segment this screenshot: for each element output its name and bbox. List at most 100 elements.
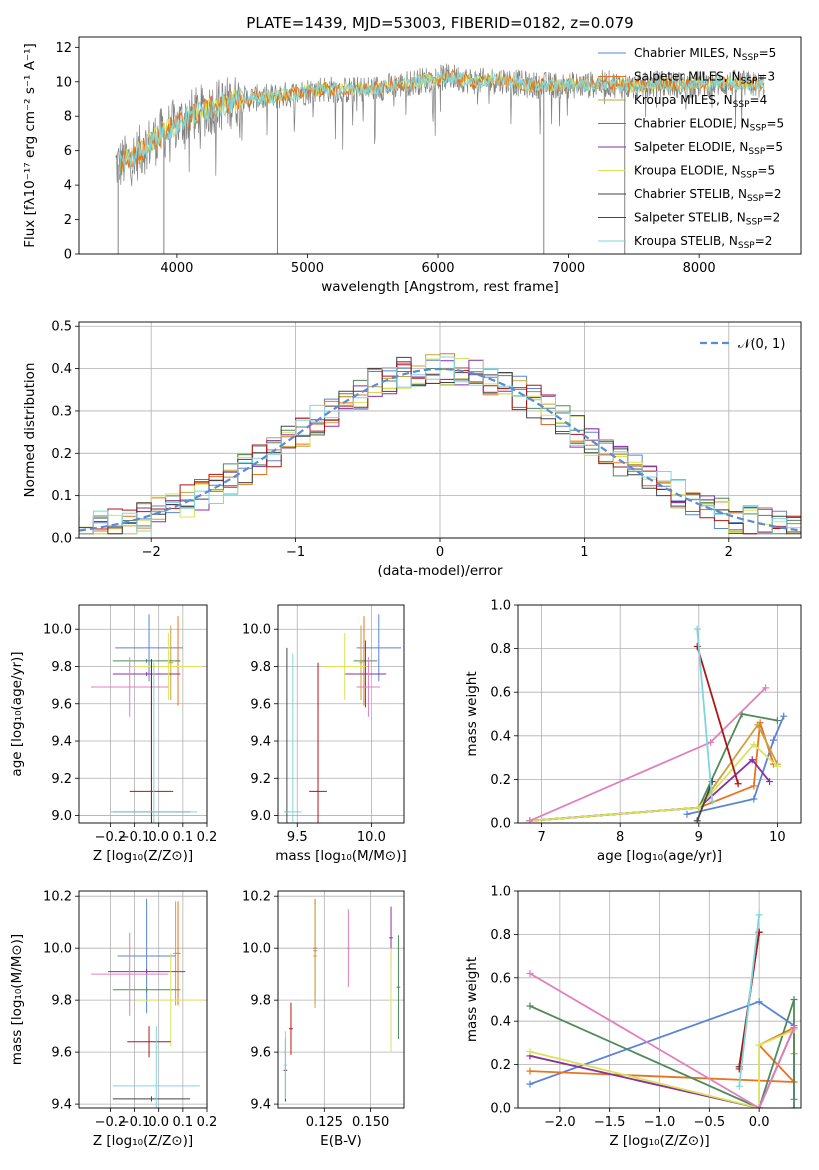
figure-canvas: 4000 5000 6000 7000 8000024681012PLATE=1439,… bbox=[0, 0, 819, 1170]
weight-line bbox=[530, 745, 778, 821]
weight-point bbox=[756, 911, 763, 918]
weight-point bbox=[736, 1083, 743, 1090]
plot-area bbox=[284, 614, 401, 975]
y-tick-label: 9.0 bbox=[51, 809, 72, 824]
axes-frame bbox=[79, 891, 207, 1108]
legend-label: Kroupa STELIB, NSSP=2 bbox=[634, 234, 772, 251]
y-tick-label: 0.8 bbox=[490, 928, 511, 943]
y-tick-label: 0.5 bbox=[51, 320, 72, 335]
weight-line bbox=[530, 1028, 794, 1108]
y-tick-label: 2 bbox=[64, 213, 72, 228]
x-tick-label: 9 bbox=[695, 830, 703, 845]
panel-mass_vs_EBV: 0.125 0.1509.49.69.810.010.2E(B-V) bbox=[242, 890, 404, 1149]
y-tick-label: 0.3 bbox=[51, 404, 72, 419]
figure: 4000 5000 6000 7000 8000 0 2 4 6 8 10 12 PLATE=1439,… bbox=[0, 0, 819, 1170]
y-tick-label: 9.4 bbox=[250, 735, 271, 750]
weight-point bbox=[694, 625, 701, 632]
y-tick-label: 10.0 bbox=[242, 623, 271, 638]
x-tick-label: 10 bbox=[769, 830, 786, 845]
weight-line bbox=[739, 915, 759, 1086]
weight-point bbox=[526, 1068, 533, 1075]
y-tick-label: 0.4 bbox=[490, 729, 511, 744]
y-tick-label: 1.0 bbox=[490, 885, 511, 900]
weight-point bbox=[526, 1081, 533, 1088]
x-axis-label: Z [log₁₀(Z/Z⊙)] bbox=[93, 848, 193, 864]
chart-title: PLATE=1439, MJD=53003, FIBERID=0182, z=0… bbox=[246, 14, 633, 32]
axes-frame bbox=[278, 891, 404, 1108]
legend-label: Chabrier STELIB, NSSP=2 bbox=[634, 187, 782, 204]
panel-residuals: −2 −1 0 1 2 0.0 0.1 0.2 0.3 0.4 0.5 (data-model)/er… bbox=[22, 320, 815, 579]
x-tick-label: 0.0 bbox=[749, 1115, 770, 1130]
plot-area bbox=[91, 899, 205, 1146]
y-tick-label: 9.0 bbox=[250, 809, 271, 824]
x-tick-label: −0.5 bbox=[694, 1115, 726, 1130]
weight-line bbox=[530, 1028, 794, 1108]
x-tick-label: 7000 bbox=[552, 261, 585, 276]
weight-line bbox=[530, 723, 774, 821]
weight-line bbox=[697, 629, 712, 801]
y-axis-label: age [log₁₀(age/yr)] bbox=[9, 651, 25, 776]
y-tick-label: 0 bbox=[64, 248, 72, 263]
y-tick-label: 0.0 bbox=[51, 532, 72, 547]
weight-point bbox=[791, 996, 798, 1003]
x-tick-label: 0.150 bbox=[352, 1115, 389, 1130]
y-tick-label: 12 bbox=[55, 41, 72, 56]
x-axis-label: age [log₁₀(age/yr)] bbox=[597, 848, 722, 864]
x-tick-label: 8 bbox=[616, 830, 624, 845]
y-tick-label: 0.2 bbox=[51, 447, 72, 462]
x-tick-label: −1 bbox=[286, 545, 305, 560]
y-tick-label: 9.4 bbox=[51, 735, 72, 750]
panel-age_vs_Z: −0.2−0.10.0 0.1 0.2 9.0 9.2 9.4 9.6 9.8 10.0 Z [l… bbox=[9, 605, 217, 965]
x-tick-label: 8000 bbox=[683, 261, 716, 276]
y-tick-label: 10.0 bbox=[43, 623, 72, 638]
y-tick-label: 10.2 bbox=[242, 890, 271, 905]
x-tick-label: 2 bbox=[725, 545, 733, 560]
panel-mass_vs_Z: −0.2−0.10.0 0.1 0.29.49.69.810.010.2Z [log… bbox=[9, 890, 217, 1149]
axes-frame bbox=[79, 605, 207, 823]
y-axis-label: mass weight bbox=[464, 957, 480, 1042]
x-tick-label: 5000 bbox=[291, 261, 324, 276]
y-axis-label: mass weight bbox=[464, 671, 480, 756]
y-tick-label: 9.6 bbox=[250, 697, 271, 712]
x-tick-label: 4000 bbox=[160, 261, 193, 276]
plot-area bbox=[526, 625, 787, 824]
y-tick-label: 9.2 bbox=[51, 772, 72, 787]
legend-label: Salpeter STELIB, NSSP=2 bbox=[634, 211, 780, 228]
y-tick-label: 0.8 bbox=[490, 642, 511, 657]
weight-point bbox=[780, 713, 787, 720]
weight-point bbox=[770, 737, 777, 744]
x-tick-label: 6000 bbox=[421, 261, 454, 276]
y-tick-label: 0.2 bbox=[490, 773, 511, 788]
axes-frame bbox=[518, 605, 801, 823]
legend-label: Kroupa ELODIE, NSSP=5 bbox=[634, 164, 775, 181]
weight-line bbox=[530, 725, 778, 821]
x-tick-label: −1.0 bbox=[644, 1115, 676, 1130]
x-axis-label: (data-model)/error bbox=[377, 563, 503, 579]
x-axis-label: mass [log₁₀(M/M⊙)] bbox=[275, 848, 406, 864]
x-tick-label: 0.1 bbox=[173, 1115, 194, 1130]
y-tick-label: 0.2 bbox=[490, 1058, 511, 1073]
x-axis-label: wavelength [Angstrom, rest frame] bbox=[321, 279, 559, 295]
y-tick-label: 10.0 bbox=[242, 942, 271, 957]
x-tick-label: 1 bbox=[580, 545, 588, 560]
x-tick-label: 0 bbox=[436, 545, 444, 560]
weight-point bbox=[750, 782, 757, 789]
x-tick-label: 9.5 bbox=[287, 830, 308, 845]
y-tick-label: 8 bbox=[64, 110, 72, 125]
y-tick-label: 9.4 bbox=[51, 1098, 72, 1113]
weight-line bbox=[530, 1000, 794, 1109]
y-axis-label: Flux [fλ10⁻¹⁷ erg cm⁻² s⁻¹ A⁻¹] bbox=[22, 43, 38, 248]
weight-point bbox=[684, 811, 691, 818]
x-axis-label: E(B-V) bbox=[320, 1133, 362, 1149]
x-tick-label: 0.125 bbox=[306, 1115, 343, 1130]
legend-label: Kroupa MILES, NSSP=4 bbox=[634, 93, 767, 110]
weight-point bbox=[750, 796, 757, 803]
legend-label: Chabrier ELODIE, NSSP=5 bbox=[634, 117, 784, 134]
legend-label: 𝒩(0, 1) bbox=[738, 337, 785, 352]
y-tick-label: 9.6 bbox=[250, 1046, 271, 1061]
x-axis-label: Z [log₁₀(Z/Z⊙)] bbox=[93, 1133, 193, 1149]
x-tick-label: −1.5 bbox=[594, 1115, 626, 1130]
weight-point bbox=[526, 1003, 533, 1010]
weight-line bbox=[530, 974, 794, 1109]
y-axis-label: mass [log₁₀(M/M⊙)] bbox=[9, 934, 25, 1065]
